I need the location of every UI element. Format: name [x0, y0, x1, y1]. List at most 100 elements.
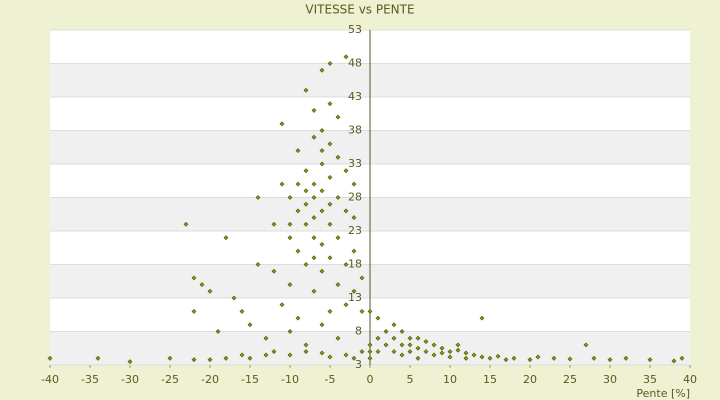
point — [343, 352, 349, 358]
point — [343, 262, 349, 267]
point — [327, 308, 333, 314]
point — [511, 355, 517, 361]
point — [287, 352, 293, 358]
point — [527, 357, 533, 363]
point — [319, 322, 325, 328]
point — [375, 315, 381, 321]
point — [319, 208, 325, 214]
point — [399, 329, 405, 334]
point — [439, 350, 445, 356]
y-tick-label: 38 — [348, 124, 362, 137]
point — [295, 315, 301, 321]
point — [367, 342, 373, 348]
point — [247, 355, 253, 361]
point — [215, 329, 221, 334]
point — [295, 208, 301, 214]
point — [223, 235, 229, 241]
point — [327, 255, 333, 261]
point — [47, 355, 53, 361]
point — [495, 353, 501, 359]
point — [359, 349, 365, 355]
x-tick-label: -40 — [41, 373, 59, 386]
point — [319, 148, 325, 154]
point — [431, 352, 437, 358]
point — [407, 349, 413, 355]
y-tick-label: 53 — [348, 23, 362, 36]
point — [343, 168, 349, 174]
x-tick-label: 40 — [683, 373, 697, 386]
point — [535, 354, 541, 360]
point — [623, 355, 629, 361]
point — [327, 221, 333, 227]
point — [407, 342, 413, 348]
x-tick-label: 25 — [563, 373, 577, 386]
point — [583, 342, 589, 348]
x-tick-label: -5 — [325, 373, 336, 386]
point — [591, 355, 597, 361]
point — [351, 288, 357, 294]
point — [399, 342, 405, 348]
point — [487, 355, 493, 361]
x-tick-label: 10 — [443, 373, 457, 386]
x-tick-label: -35 — [81, 373, 99, 386]
point — [367, 349, 373, 355]
point — [415, 355, 421, 361]
point — [463, 355, 469, 361]
point — [279, 181, 285, 187]
point — [295, 148, 301, 154]
point — [271, 221, 277, 227]
point — [503, 357, 509, 363]
point — [247, 322, 253, 328]
x-tick-label: 15 — [483, 373, 497, 386]
point — [319, 268, 325, 274]
point — [311, 134, 317, 140]
point — [311, 195, 317, 200]
y-tick-label: 18 — [348, 258, 362, 271]
point — [447, 349, 453, 355]
point — [311, 181, 317, 187]
point — [479, 354, 485, 360]
point — [327, 201, 333, 207]
point — [399, 352, 405, 358]
x-tick-label: -15 — [241, 373, 259, 386]
y-tick-label: 28 — [348, 191, 362, 204]
point — [191, 275, 197, 281]
chart-title: VITESSE vs PENTE — [305, 3, 414, 17]
point — [95, 355, 101, 361]
point — [183, 221, 189, 227]
point — [367, 355, 373, 361]
point — [287, 235, 293, 241]
point — [303, 342, 309, 348]
point — [455, 347, 461, 353]
point — [327, 141, 333, 147]
point — [319, 67, 325, 73]
point — [375, 349, 381, 355]
point — [207, 288, 213, 294]
point — [647, 357, 653, 363]
y-tick-label: 33 — [348, 157, 362, 170]
point — [311, 107, 317, 113]
point — [191, 357, 197, 363]
point — [343, 208, 349, 214]
point — [263, 352, 269, 358]
point — [391, 335, 397, 341]
point — [359, 308, 365, 314]
point — [447, 354, 453, 360]
point — [343, 302, 349, 308]
point — [463, 350, 469, 356]
point — [295, 248, 301, 254]
point — [255, 262, 261, 267]
point — [415, 345, 421, 351]
point — [423, 339, 429, 344]
point — [327, 101, 333, 107]
point — [287, 221, 293, 227]
point — [351, 215, 357, 221]
point — [279, 302, 285, 308]
point — [239, 352, 245, 358]
point — [303, 349, 309, 355]
point — [223, 355, 229, 361]
point — [367, 308, 373, 314]
point — [431, 342, 437, 348]
point — [335, 282, 341, 288]
